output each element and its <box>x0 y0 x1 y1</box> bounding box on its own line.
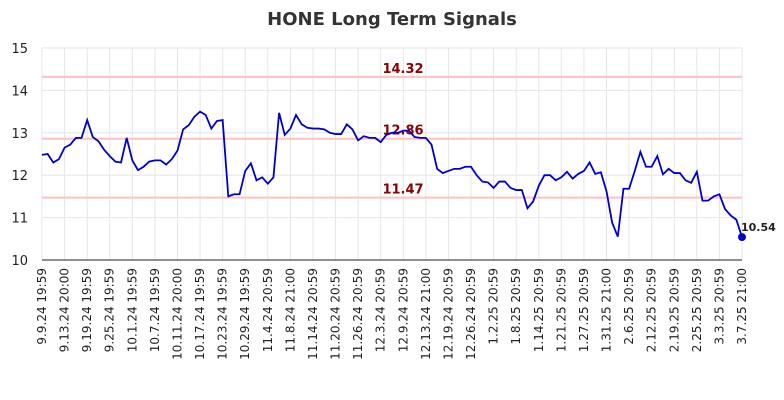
x-tick-label: 10.23.24 19:59 <box>216 268 230 360</box>
y-tick-label: 12 <box>11 169 28 184</box>
price-line <box>41 110 743 238</box>
x-tick-label: 2.6.25 20:59 <box>622 268 636 345</box>
x-tick-label: 10.7.24 19:59 <box>148 268 162 352</box>
y-tick-label: 14 <box>11 84 28 99</box>
x-tick-label: 12.19.24 20:59 <box>441 268 455 360</box>
x-tick-label: 11.14.24 20:59 <box>306 268 320 360</box>
x-tick-label: 10.17.24 19:59 <box>193 268 207 360</box>
x-tick-label: 1.14.25 20:59 <box>532 268 546 352</box>
x-tick-label: 10.11.24 20:00 <box>170 268 184 360</box>
x-tick-label: 11.26.24 20:59 <box>351 268 365 360</box>
x-tick-label: 11.8.24 21:00 <box>283 268 297 352</box>
x-tick-label: 12.9.24 20:59 <box>396 268 410 352</box>
x-tick-label: 2.25.25 20:59 <box>690 268 704 352</box>
y-tick-label: 13 <box>11 127 28 142</box>
x-tick-label: 1.21.25 20:59 <box>554 268 568 352</box>
x-tick-label: 1.2.25 20:59 <box>487 268 501 345</box>
y-tick-label: 15 <box>11 42 28 57</box>
x-tick-label: 9.19.24 19:59 <box>80 268 94 352</box>
x-tick-label: 3.7.25 21:00 <box>735 268 749 345</box>
x-tick-label: 2.19.25 20:59 <box>667 268 681 352</box>
last-value-label: 10.54 <box>741 221 776 234</box>
x-tick-label: 11.4.24 20:59 <box>261 268 275 352</box>
x-tick-label: 12.26.24 20:59 <box>464 268 478 360</box>
x-tick-label: 9.25.24 19:59 <box>103 268 117 352</box>
chart-title: HONE Long Term Signals <box>267 9 517 30</box>
y-tick-label: 10 <box>11 254 28 269</box>
x-tick-label: 1.8.25 20:59 <box>509 268 523 345</box>
last-point <box>738 233 746 242</box>
x-tick-label: 10.1.24 19:59 <box>125 268 139 352</box>
x-tick-label: 3.3.25 20:59 <box>712 268 726 345</box>
x-tick-label: 9.9.24 19:59 <box>35 268 49 345</box>
level-label: 14.32 <box>382 62 423 77</box>
x-tick-label: 1.31.25 21:00 <box>600 268 614 352</box>
y-tick-label: 11 <box>11 212 28 227</box>
x-tick-label: 2.12.25 20:59 <box>645 268 659 352</box>
x-tick-label: 12.3.24 20:59 <box>374 268 388 352</box>
x-tick-label: 12.13.24 21:00 <box>419 268 433 360</box>
level-label: 11.47 <box>382 183 423 198</box>
x-tick-label: 10.29.24 19:59 <box>238 268 252 360</box>
x-tick-label: 1.27.25 20:59 <box>577 268 591 352</box>
x-tick-label: 11.20.24 20:59 <box>329 268 343 360</box>
x-tick-label: 9.13.24 20:00 <box>58 268 72 352</box>
